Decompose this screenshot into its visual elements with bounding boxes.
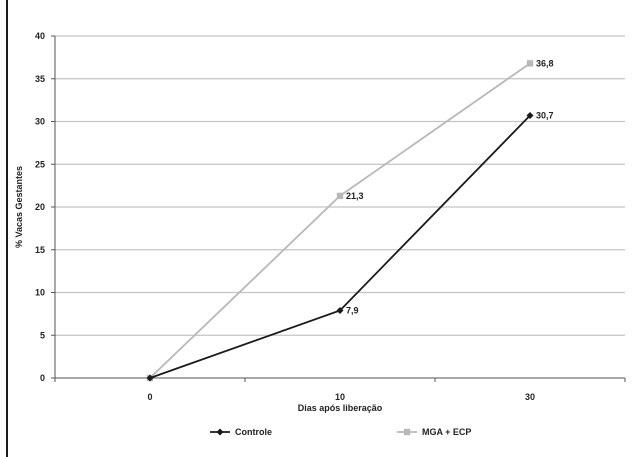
y-tick-label: 20: [35, 202, 45, 212]
data-point-controle: [526, 112, 534, 120]
legend-swatch-marker: [216, 428, 224, 436]
grid: [55, 35, 625, 336]
y-tick-label: 10: [35, 288, 45, 298]
x-tick-label: 0: [147, 392, 152, 402]
series-mga-ecp: 21,3 36,8: [146, 58, 554, 382]
legend-item-mga-ecp: MGA + ECP: [397, 427, 471, 437]
y-tick-label: 25: [35, 159, 45, 169]
legend-item-controle: Controle: [210, 427, 272, 437]
data-point-mga-ecp: [526, 60, 534, 67]
legend: Controle MGA + ECP: [210, 427, 471, 437]
y-tick-label: 30: [35, 117, 45, 127]
x-axis-title: Dias após liberação: [298, 403, 383, 413]
data-point-mga-ecp: [336, 192, 344, 200]
y-tick-label: 40: [35, 31, 45, 41]
y-tick-label: 15: [35, 245, 45, 255]
data-label-controle: 30,7: [536, 111, 554, 121]
series-group: 21,3 36,8 7,9 30,7: [146, 58, 554, 382]
data-label-mga-ecp: 21,3: [346, 191, 364, 201]
legend-swatch-marker: [403, 428, 411, 436]
series-line-controle: [149, 114, 531, 379]
y-axis-title: % Vacas Gestantes: [14, 166, 24, 248]
data-point-controle: [336, 306, 344, 314]
data-label-controle: 7,9: [346, 305, 359, 315]
data-label-mga-ecp: 36,8: [536, 58, 554, 68]
x-tick-label: 10: [335, 392, 345, 402]
y-tick-label: 0: [40, 373, 45, 383]
y-tick-label: 35: [35, 74, 45, 84]
y-tick-label: 5: [40, 330, 45, 340]
data-point-controle: [146, 374, 154, 382]
legend-label: Controle: [235, 427, 272, 437]
x-tick-label: 30: [525, 392, 535, 402]
axes: 0 5 10 15 20 25 30 35 40 0 10 30: [35, 31, 626, 402]
series-controle: 7,9 30,7: [146, 111, 554, 382]
series-line-mga-ecp: [149, 62, 531, 379]
legend-label: MGA + ECP: [422, 427, 471, 437]
